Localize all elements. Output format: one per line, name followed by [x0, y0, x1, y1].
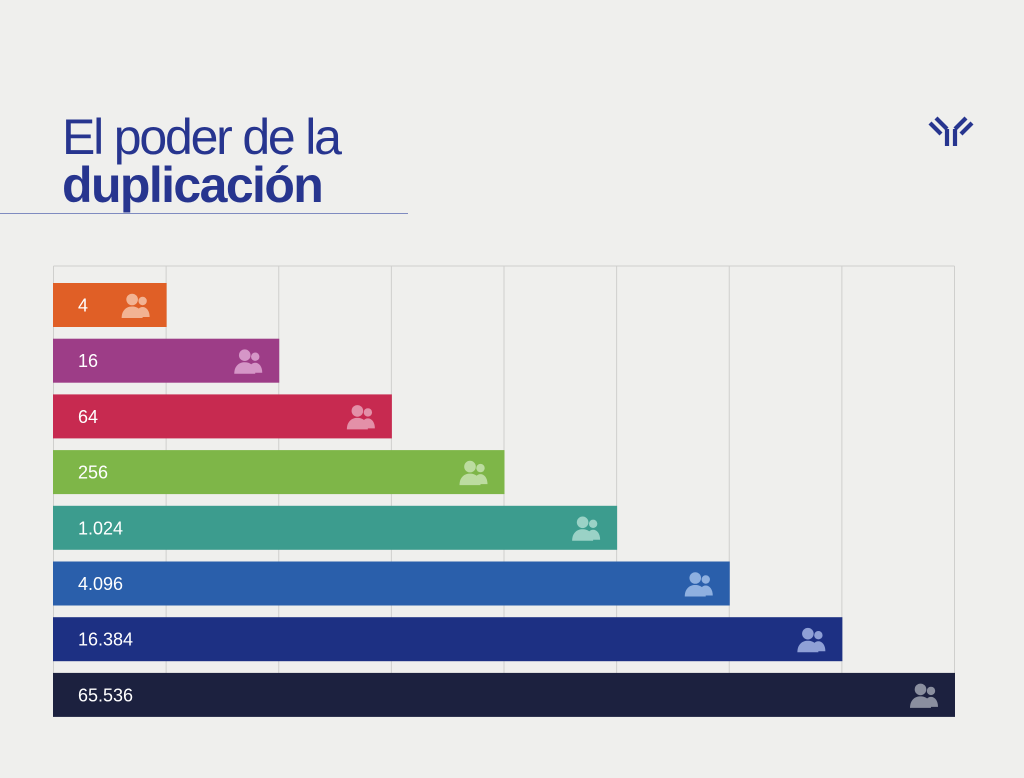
bar-group: 4: [53, 283, 167, 327]
bar-group: 16.384: [53, 617, 843, 662]
users-group-icon: [234, 349, 263, 374]
bar: [53, 672, 955, 717]
title-line-1: El poder de la: [62, 109, 342, 165]
page-title: El poder de la duplicación: [62, 109, 342, 213]
bar-group: 256: [53, 450, 505, 495]
bar-group: 16: [53, 338, 280, 383]
bar: [53, 394, 392, 439]
bar-group: 1.024: [53, 505, 618, 550]
title-divider: [0, 213, 408, 214]
bar-value-label: 256: [78, 463, 108, 483]
bar: [53, 505, 618, 550]
bar-value-label: 4.096: [78, 574, 123, 594]
bar-value-label: 16.384: [78, 630, 133, 650]
bar-value-label: 1.024: [78, 518, 123, 538]
title-line-2: duplicación: [62, 157, 324, 213]
bar-value-label: 65.536: [78, 685, 133, 705]
bar-group: 65.536: [53, 672, 955, 717]
bar-group: 64: [53, 394, 392, 439]
bar: [53, 283, 167, 327]
bar-value-label: 64: [78, 407, 98, 427]
users-group-icon: [121, 293, 150, 318]
users-group-icon: [684, 572, 713, 597]
bar: [53, 338, 280, 383]
users-group-icon: [459, 460, 488, 486]
bar: [53, 561, 730, 606]
users-group-icon: [797, 627, 826, 653]
bar: [53, 450, 505, 495]
bar: [53, 617, 843, 662]
bar-value-label: 16: [78, 351, 98, 371]
antibody-y-icon: [928, 116, 974, 146]
users-group-icon: [910, 683, 938, 708]
users-group-icon: [572, 516, 601, 541]
bar-value-label: 4: [78, 296, 88, 316]
bar-group: 4.096: [53, 561, 730, 606]
users-group-icon: [346, 405, 375, 430]
bars: 4 16 64 256 1.024 4.096 16.384 65.536: [53, 283, 955, 717]
